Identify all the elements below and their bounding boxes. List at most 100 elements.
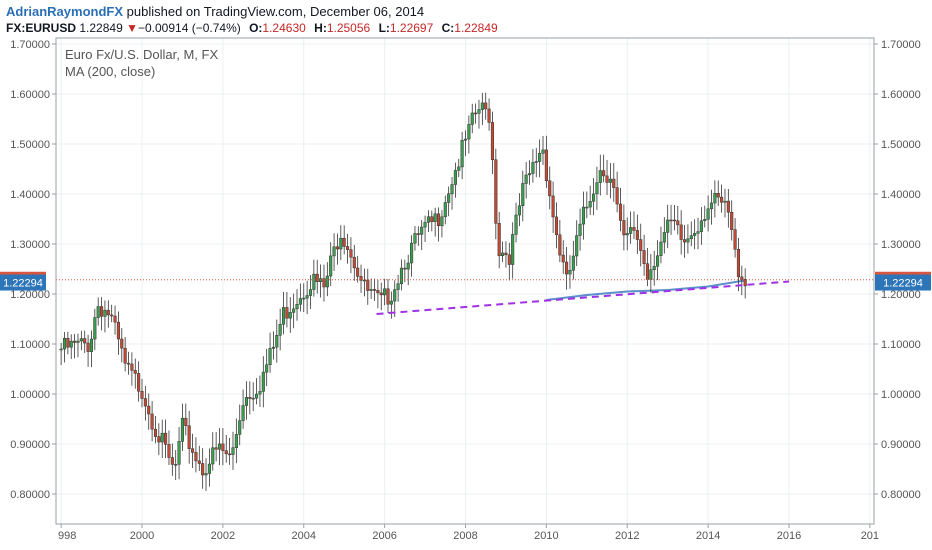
x-tick-label: 2010 [534, 530, 558, 542]
level-badge-right-text: 1.22294 [883, 278, 923, 290]
candle-body [258, 391, 262, 395]
candle-body [723, 200, 727, 203]
candle-up [578, 208, 582, 251]
candle-body [551, 195, 555, 218]
candle-down [73, 333, 77, 359]
candle-body [511, 234, 515, 265]
candle-body [292, 308, 296, 313]
candle-up [514, 202, 518, 243]
candle-down [143, 385, 147, 421]
candle-down [487, 98, 491, 131]
candle-down [612, 163, 616, 202]
candle-body [322, 278, 326, 288]
y-tick-label-right: 1.10000 [881, 339, 921, 351]
candle-body [733, 229, 737, 250]
candle-up [251, 382, 255, 412]
candle-up [288, 297, 292, 333]
candle-up [302, 283, 306, 313]
candle-down [147, 393, 151, 430]
candle-up [79, 330, 83, 351]
candle-down [224, 434, 228, 463]
candle-body [706, 208, 710, 220]
candle-body [281, 307, 286, 325]
x-tick-label: 2014 [696, 530, 720, 542]
candle-up [443, 195, 447, 225]
candle-up [59, 343, 63, 365]
candle-down [228, 437, 232, 465]
candle-down [484, 92, 488, 120]
candle-body [713, 193, 717, 204]
candle-down [605, 159, 609, 195]
candle-down [133, 358, 137, 389]
candle-body [308, 289, 313, 296]
candle-body [329, 255, 333, 277]
candle-up [447, 186, 451, 217]
open-value: 1.24630 [262, 21, 306, 35]
candle-up [541, 135, 545, 166]
candle-body [278, 324, 282, 336]
candle-up [268, 332, 272, 373]
candle-up [103, 300, 107, 333]
x-tick-label: 2008 [453, 530, 477, 542]
candle-body [69, 340, 73, 348]
candle-body [241, 405, 245, 421]
candle-down [740, 265, 744, 296]
candle-up [703, 205, 707, 228]
candle-body [295, 304, 299, 310]
candle-body [372, 289, 377, 291]
x-tick-label: 2016 [777, 530, 801, 542]
candle-down [558, 220, 562, 263]
candle-body [211, 447, 215, 465]
candle-up [689, 221, 693, 247]
candle-body [379, 292, 383, 296]
y-tick-label-left: 1.70000 [10, 39, 50, 51]
candle-body [271, 346, 275, 349]
candle-body [578, 223, 582, 236]
candle-body [740, 276, 744, 280]
candle-body [197, 460, 201, 464]
candle-up [177, 427, 181, 480]
candle-body [521, 183, 525, 206]
candle-up [575, 220, 579, 266]
candle-body [544, 149, 548, 182]
candle-body [669, 219, 673, 222]
candle-up [659, 226, 663, 264]
candle-down [349, 237, 353, 274]
low-value: 1.22697 [389, 21, 434, 35]
candle-body [568, 270, 572, 275]
candle-body [672, 219, 676, 222]
candle-up [463, 130, 468, 157]
candle-down [676, 205, 680, 235]
candle-body [666, 219, 670, 233]
study-label[interactable]: MA (200, close) [65, 64, 156, 79]
candle-up [234, 418, 238, 464]
candle-down [221, 428, 225, 466]
candle-up [295, 289, 299, 321]
candle-up [585, 191, 589, 219]
candle-body [484, 102, 488, 110]
candle-body [228, 453, 232, 456]
candle-body [110, 314, 114, 317]
candle-body [420, 226, 424, 235]
candle-down [170, 443, 174, 476]
candle-body [527, 173, 532, 176]
candle-body [652, 266, 656, 270]
candle-body [467, 124, 471, 140]
level-badge-right-bg [875, 274, 931, 291]
candle-down [126, 351, 131, 375]
candle-body [342, 237, 346, 247]
candle-body [339, 237, 343, 250]
candle-down [83, 330, 87, 353]
candle-down [632, 211, 636, 240]
candle-body [335, 246, 339, 250]
candle-body [699, 220, 703, 232]
price-change: −0.00914 (−0.74%) [137, 21, 241, 35]
author-link[interactable]: AdrianRaymondFX [6, 4, 124, 19]
candle-body [268, 348, 272, 366]
candle-up [329, 242, 333, 286]
candle-body [443, 202, 447, 218]
candle-up [480, 92, 484, 125]
candle-up [62, 331, 67, 363]
candle-body [457, 166, 461, 171]
